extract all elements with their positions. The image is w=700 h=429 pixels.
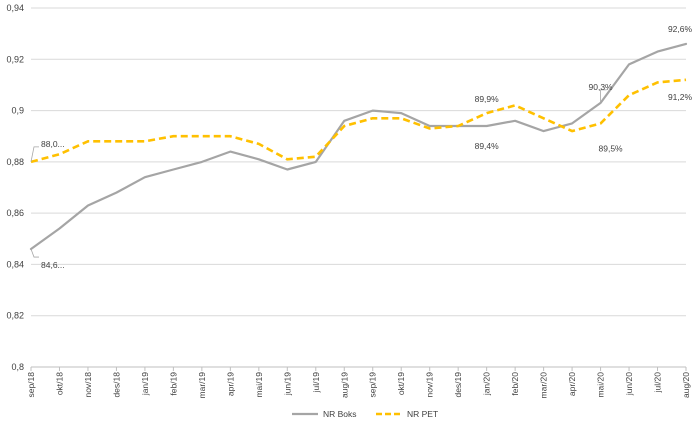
x-tick-label: jul/19 xyxy=(311,372,321,394)
x-tick-label: okt/19 xyxy=(396,372,406,395)
x-tick-label: jun/19 xyxy=(282,372,292,396)
annotation-leader xyxy=(30,248,39,258)
x-tick-label: des/19 xyxy=(453,372,463,398)
y-tick-label: 0,9 xyxy=(11,106,24,116)
x-tick-label: mar/19 xyxy=(197,372,207,399)
data-label: 89,9% xyxy=(475,94,500,104)
y-tick-label: 0,82 xyxy=(6,311,24,321)
y-tick-label: 0,88 xyxy=(6,157,24,167)
x-tick-label: mai/19 xyxy=(254,372,264,398)
x-tick-label: sep/18 xyxy=(26,372,36,398)
y-tick-label: 0,94 xyxy=(6,3,24,13)
data-label: 89,4% xyxy=(475,141,500,151)
y-tick-label: 0,92 xyxy=(6,54,24,64)
annotation-leader xyxy=(600,89,607,103)
x-tick-label: des/18 xyxy=(111,372,121,398)
x-tick-label: jan/19 xyxy=(140,372,150,396)
y-axis-ticks: 0,8 0,82 0,84 0,86 0,88 0,9 0,92 0,94 xyxy=(6,3,24,372)
data-label: 88,0... xyxy=(41,139,65,149)
x-tick-label: apr/19 xyxy=(225,372,235,396)
annotation-leader xyxy=(30,146,39,162)
data-annotations: 88,0... 84,6... 89,9% 89,4% 90,3% 89,5% 92,6% 9… xyxy=(30,24,693,270)
x-tick-label: apr/20 xyxy=(567,372,577,396)
x-tick-label: aug/20 xyxy=(681,372,691,398)
data-label: 89,5% xyxy=(599,143,624,153)
x-tick-label: feb/20 xyxy=(510,372,520,396)
data-label: 92,6% xyxy=(668,24,693,34)
x-tick-label: sep/19 xyxy=(368,372,378,398)
y-tick-label: 0,84 xyxy=(6,259,24,269)
series-lines xyxy=(29,42,688,251)
x-tick-label: jul/20 xyxy=(653,372,663,394)
x-tick-label: jun/20 xyxy=(624,372,634,396)
x-tick-label: mai/20 xyxy=(596,372,606,398)
legend-label: NR PET xyxy=(407,409,438,419)
legend-label: NR Boks xyxy=(323,409,357,419)
x-tick-label: feb/19 xyxy=(168,372,178,396)
series-line-nr-pet xyxy=(30,78,687,164)
y-tick-label: 0,8 xyxy=(11,362,24,372)
series-line-nr-boks xyxy=(29,42,688,251)
x-tick-label: mar/20 xyxy=(539,372,549,399)
x-tick-label: jan/20 xyxy=(482,372,492,396)
gridlines xyxy=(31,7,686,368)
x-tick-label: nov/18 xyxy=(83,372,93,398)
x-tick-label: nov/19 xyxy=(425,372,435,398)
x-tick-label: okt/18 xyxy=(54,372,64,395)
x-axis-ticks: sep/18 okt/18 nov/18 des/18 jan/19 feb/19 mar/… xyxy=(26,367,691,398)
y-tick-label: 0,86 xyxy=(6,208,24,218)
legend: NR Boks NR PET xyxy=(292,409,438,419)
data-label: 91,2% xyxy=(668,92,693,102)
data-label: 90,3% xyxy=(589,82,614,92)
x-tick-label: aug/19 xyxy=(339,372,349,398)
data-label: 84,6... xyxy=(41,260,65,270)
